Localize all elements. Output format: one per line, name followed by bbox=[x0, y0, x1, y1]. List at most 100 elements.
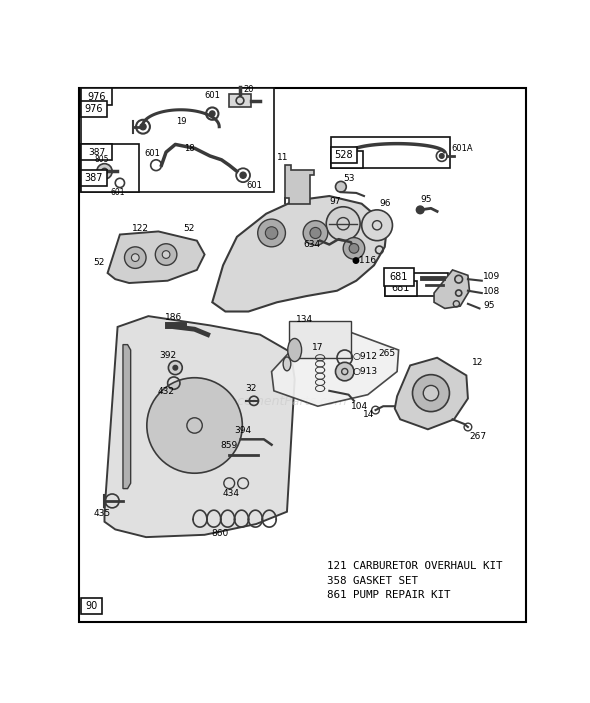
Circle shape bbox=[412, 375, 450, 412]
Circle shape bbox=[310, 228, 321, 238]
Text: 392: 392 bbox=[159, 351, 176, 360]
Text: 18: 18 bbox=[184, 144, 195, 153]
Text: 805: 805 bbox=[94, 155, 109, 164]
Text: 52: 52 bbox=[183, 224, 195, 233]
Polygon shape bbox=[212, 196, 387, 311]
Polygon shape bbox=[395, 358, 468, 430]
Text: ●116: ●116 bbox=[352, 256, 377, 265]
Circle shape bbox=[336, 362, 354, 381]
Text: 528: 528 bbox=[337, 155, 356, 165]
Text: 122: 122 bbox=[132, 224, 149, 233]
Text: 432: 432 bbox=[158, 387, 175, 396]
Circle shape bbox=[343, 238, 365, 259]
Text: 976: 976 bbox=[87, 91, 106, 102]
Bar bbox=[81, 101, 107, 117]
Polygon shape bbox=[104, 316, 294, 537]
Text: ○913: ○913 bbox=[352, 367, 378, 376]
Text: 186: 186 bbox=[165, 313, 182, 321]
Text: 387: 387 bbox=[84, 173, 103, 183]
Text: 121 CARBURETOR OVERHAUL KIT: 121 CARBURETOR OVERHAUL KIT bbox=[327, 561, 503, 571]
Polygon shape bbox=[284, 165, 314, 204]
Text: 11: 11 bbox=[277, 153, 289, 162]
Text: 109: 109 bbox=[483, 272, 500, 281]
Circle shape bbox=[168, 361, 182, 375]
Ellipse shape bbox=[283, 357, 291, 370]
Text: 32: 32 bbox=[245, 384, 257, 393]
Text: 134: 134 bbox=[296, 315, 313, 324]
Text: 601: 601 bbox=[246, 181, 262, 190]
Bar bbox=[81, 88, 274, 192]
Ellipse shape bbox=[288, 338, 301, 361]
Circle shape bbox=[266, 227, 278, 239]
Polygon shape bbox=[434, 270, 470, 309]
Text: 20: 20 bbox=[243, 85, 254, 94]
Circle shape bbox=[132, 254, 139, 262]
Text: 861 PUMP REPAIR KIT: 861 PUMP REPAIR KIT bbox=[327, 591, 451, 600]
Circle shape bbox=[303, 221, 328, 245]
Bar bbox=[81, 598, 103, 614]
Bar bbox=[385, 280, 417, 296]
Circle shape bbox=[326, 207, 360, 240]
Text: 17: 17 bbox=[312, 343, 323, 352]
Circle shape bbox=[362, 210, 392, 240]
Circle shape bbox=[349, 243, 359, 253]
Text: 12: 12 bbox=[472, 358, 483, 367]
Text: 434: 434 bbox=[222, 489, 240, 498]
Bar bbox=[81, 88, 112, 105]
Text: 358 GASKET SET: 358 GASKET SET bbox=[327, 576, 418, 586]
Text: 601: 601 bbox=[110, 188, 125, 198]
Circle shape bbox=[423, 385, 438, 401]
Text: 387: 387 bbox=[88, 148, 106, 157]
Text: 681: 681 bbox=[392, 283, 410, 293]
Text: 601: 601 bbox=[204, 91, 220, 100]
Text: 634: 634 bbox=[303, 240, 320, 249]
Text: 394: 394 bbox=[234, 426, 252, 434]
Text: 52: 52 bbox=[93, 258, 104, 266]
Circle shape bbox=[240, 172, 246, 179]
Text: 601A: 601A bbox=[451, 144, 473, 153]
Bar bbox=[81, 144, 139, 192]
Circle shape bbox=[258, 219, 286, 247]
Text: 95: 95 bbox=[421, 195, 432, 204]
Text: 601: 601 bbox=[145, 148, 160, 157]
Bar bbox=[331, 151, 363, 168]
Text: 528: 528 bbox=[335, 150, 353, 160]
Text: 19: 19 bbox=[176, 117, 186, 127]
Bar bbox=[384, 269, 414, 285]
Text: eReplacementParts.com: eReplacementParts.com bbox=[194, 394, 347, 408]
Circle shape bbox=[440, 154, 444, 158]
Circle shape bbox=[140, 124, 146, 130]
Text: 267: 267 bbox=[470, 432, 487, 441]
Text: 976: 976 bbox=[84, 104, 103, 114]
Polygon shape bbox=[123, 344, 130, 489]
Bar bbox=[230, 93, 251, 108]
Circle shape bbox=[162, 251, 170, 259]
Bar bbox=[81, 144, 112, 160]
Text: ○912: ○912 bbox=[352, 352, 378, 361]
Text: 435: 435 bbox=[94, 509, 111, 517]
Circle shape bbox=[147, 378, 242, 473]
Circle shape bbox=[417, 206, 424, 214]
Bar bbox=[81, 170, 107, 186]
Bar bbox=[385, 273, 448, 296]
Text: 97: 97 bbox=[330, 197, 341, 206]
Circle shape bbox=[97, 164, 112, 179]
Bar bbox=[330, 147, 357, 163]
Polygon shape bbox=[107, 231, 205, 283]
Text: 860: 860 bbox=[211, 529, 228, 538]
Polygon shape bbox=[271, 332, 399, 406]
Text: 96: 96 bbox=[379, 200, 391, 208]
Text: 265: 265 bbox=[379, 349, 396, 358]
Circle shape bbox=[336, 181, 346, 192]
Text: 95: 95 bbox=[483, 301, 495, 310]
Circle shape bbox=[209, 111, 215, 116]
Text: 681: 681 bbox=[390, 272, 408, 282]
Text: 90: 90 bbox=[86, 600, 98, 611]
Bar bbox=[289, 321, 351, 358]
Circle shape bbox=[124, 247, 146, 269]
Text: 53: 53 bbox=[343, 174, 355, 183]
Text: 104: 104 bbox=[351, 402, 368, 411]
Circle shape bbox=[173, 366, 178, 370]
Circle shape bbox=[155, 244, 177, 265]
Text: 14: 14 bbox=[363, 410, 374, 419]
